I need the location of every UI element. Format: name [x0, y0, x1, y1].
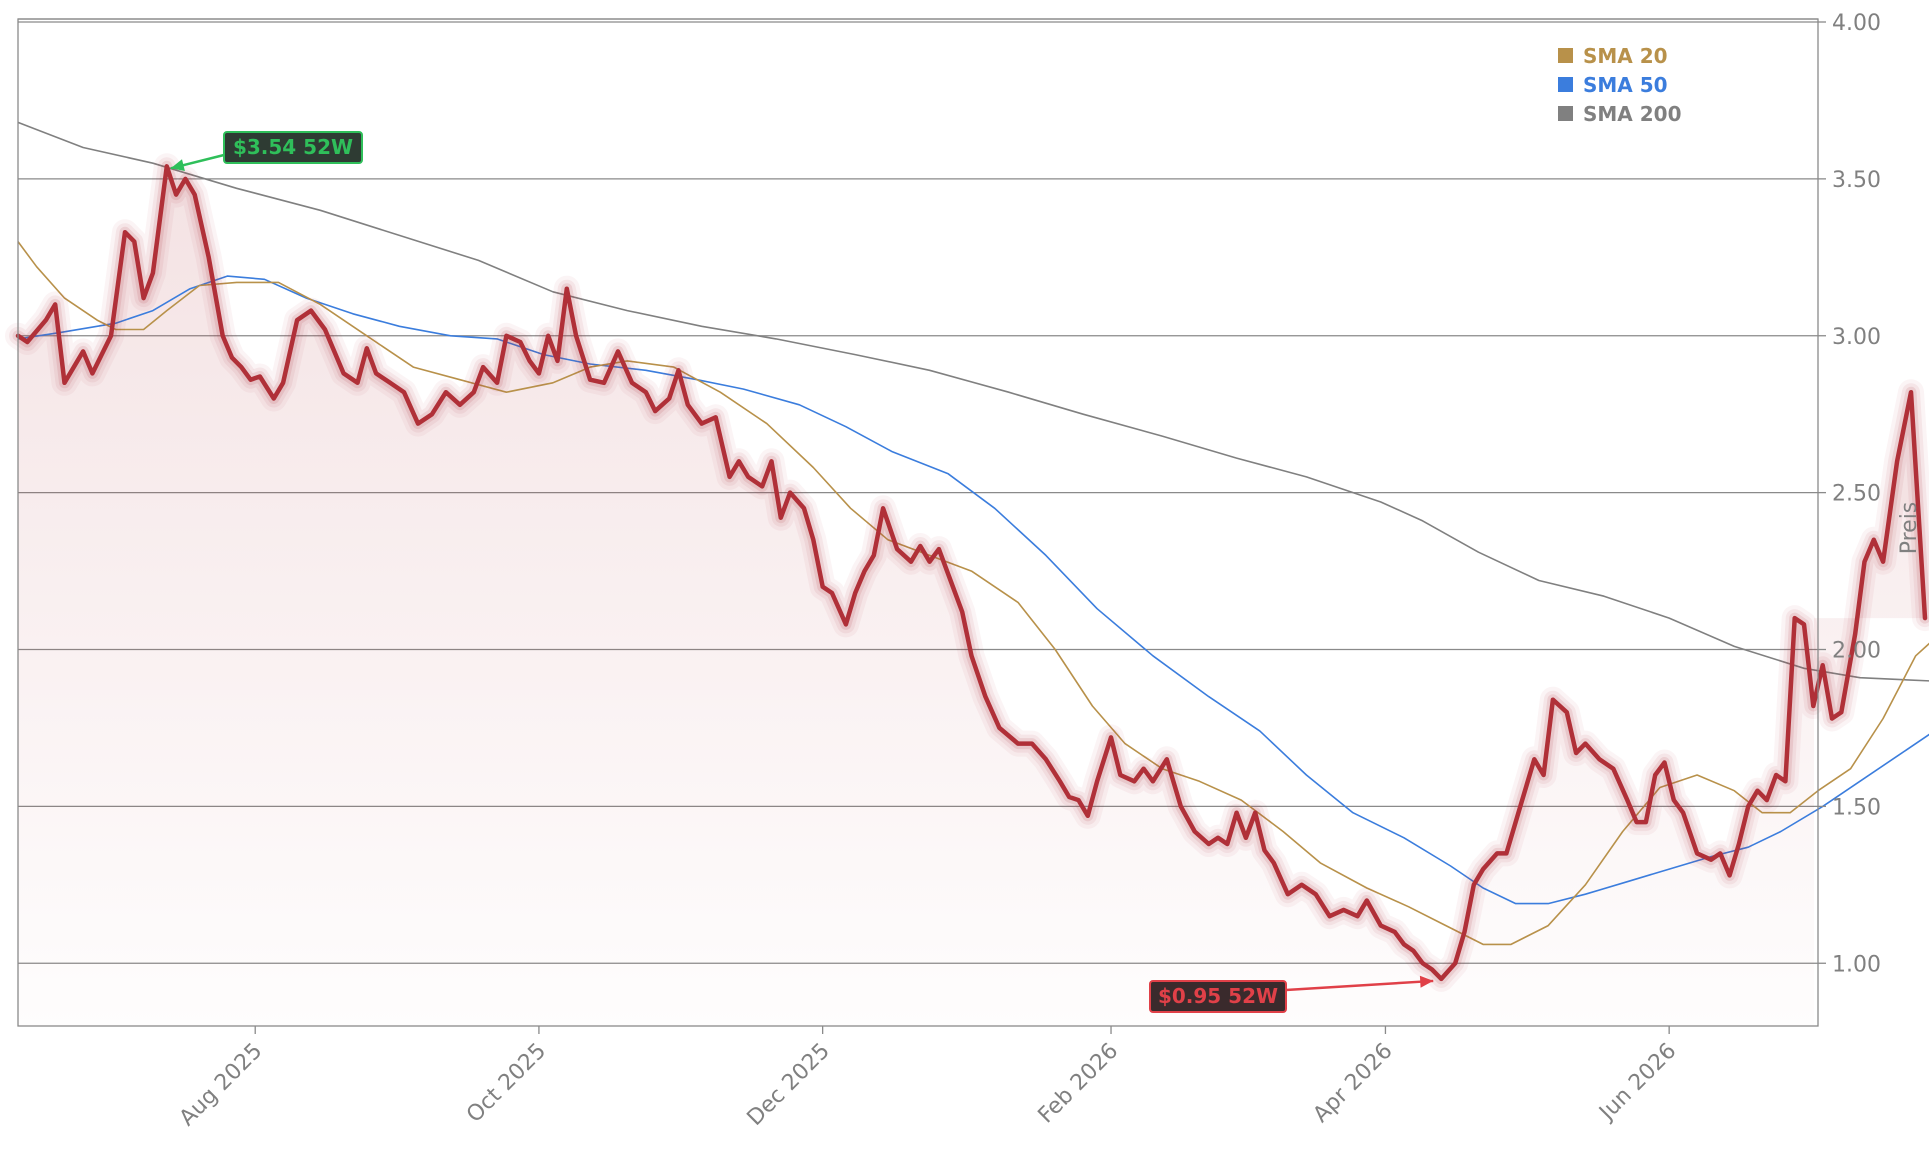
annotation-arrowhead-low — [1419, 975, 1434, 988]
y-tick-label: 3.00 — [1832, 325, 1881, 350]
y-tick-label: 4.00 — [1832, 11, 1881, 36]
y-axis-title: Preis — [1897, 502, 1922, 555]
x-tick-label: Dec 2025 — [743, 1039, 835, 1131]
annotation-arrowhead-high — [170, 159, 185, 171]
annotation-arrow-low — [1285, 979, 1434, 992]
legend-label: SMA 200 — [1583, 102, 1682, 126]
x-tick-label: Apr 2026 — [1309, 1039, 1398, 1128]
x-tick-label: Jun 2026 — [1593, 1039, 1681, 1127]
legend-swatch — [1558, 48, 1573, 63]
annotation-box-low — [1149, 980, 1287, 1013]
x-tick-label: Feb 2026 — [1034, 1039, 1124, 1129]
y-tick-label: 1.00 — [1832, 952, 1881, 977]
series-line-sma200 — [17, 121, 1929, 682]
y-tick-label: 2.00 — [1832, 639, 1881, 664]
legend-label: SMA 50 — [1583, 73, 1668, 97]
y-tick-label: 3.50 — [1832, 168, 1881, 193]
x-tick-label: Oct 2025 — [462, 1039, 551, 1128]
price-series — [5, 153, 1929, 992]
legend-label: SMA 20 — [1583, 44, 1668, 68]
annotations: $3.54 52W $0.95 52W — [170, 131, 1434, 1013]
annotation-label-high: $3.54 52W — [233, 135, 353, 159]
series-line-price — [15, 164, 1928, 982]
x-tick-label: Aug 2025 — [175, 1039, 268, 1132]
legend-swatch — [1558, 106, 1573, 121]
legend: SMA 20 SMA 50 SMA 200 — [1558, 44, 1682, 126]
y-tick-label: 2.50 — [1832, 482, 1881, 507]
series-line-sma20 — [17, 241, 1929, 946]
legend-swatch — [1558, 77, 1573, 92]
annotation-box-high — [223, 131, 363, 164]
annotation-label-low: $0.95 52W — [1158, 984, 1278, 1008]
plot-frame — [17, 18, 1819, 1027]
y-tick-label: 1.50 — [1832, 795, 1881, 820]
plot-border — [17, 18, 1819, 1027]
moving-averages — [17, 121, 1929, 946]
